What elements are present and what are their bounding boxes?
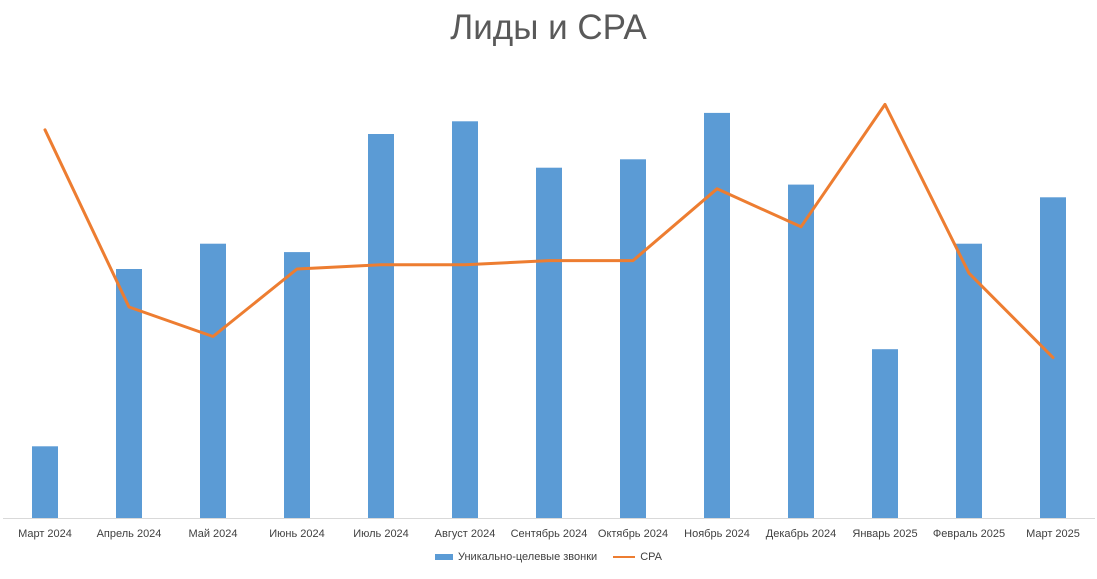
x-tick-label: Февраль 2025 (933, 528, 1005, 540)
bar-11 (956, 243, 982, 518)
cpa-series (43, 102, 1055, 360)
chart-title: Лиды и CPA (450, 8, 647, 47)
x-tick-label: Март 2024 (18, 528, 72, 540)
bar-3 (284, 252, 310, 518)
x-tick-label: Май 2024 (188, 528, 237, 540)
legend-item-calls: Уникально-целевые звонки (434, 551, 598, 563)
bar-2 (200, 243, 226, 518)
legend-label-calls: Уникально-целевые звонки (457, 551, 598, 563)
legend-swatch-bar (434, 554, 453, 560)
bar-6 (536, 167, 562, 518)
x-tick-label: Январь 2025 (852, 528, 917, 540)
legend-item-cpa: CPA (613, 551, 662, 563)
x-tick-label: Сентябрь 2024 (511, 528, 588, 540)
x-tick-label: Ноябрь 2024 (684, 528, 750, 540)
bar-10 (872, 349, 898, 518)
legend-swatch-line (613, 555, 636, 559)
x-tick-label: Декабрь 2024 (766, 528, 836, 540)
bars-series (32, 112, 1066, 519)
x-tick-label: Август 2024 (435, 528, 496, 540)
x-tick-label: Март 2025 (1026, 528, 1080, 540)
legend-label-cpa: CPA (640, 551, 662, 563)
bar-9 (788, 184, 814, 518)
bar-5 (452, 121, 478, 519)
bar-8 (704, 112, 730, 519)
x-tick-labels: Март 2024 Апрель 2024 Май 2024 Июнь 2024 Июл… (18, 528, 1080, 540)
x-tick-label: Июнь 2024 (269, 528, 325, 540)
legend: Уникально-целевые звонки CPA (0, 551, 1097, 563)
bar-4 (368, 134, 394, 518)
x-tick-label: Июль 2024 (353, 528, 409, 540)
bar-7 (620, 159, 646, 519)
x-tick-label: Октябрь 2024 (598, 528, 668, 540)
bar-0 (32, 446, 58, 518)
x-tick-label: Апрель 2024 (97, 528, 162, 540)
